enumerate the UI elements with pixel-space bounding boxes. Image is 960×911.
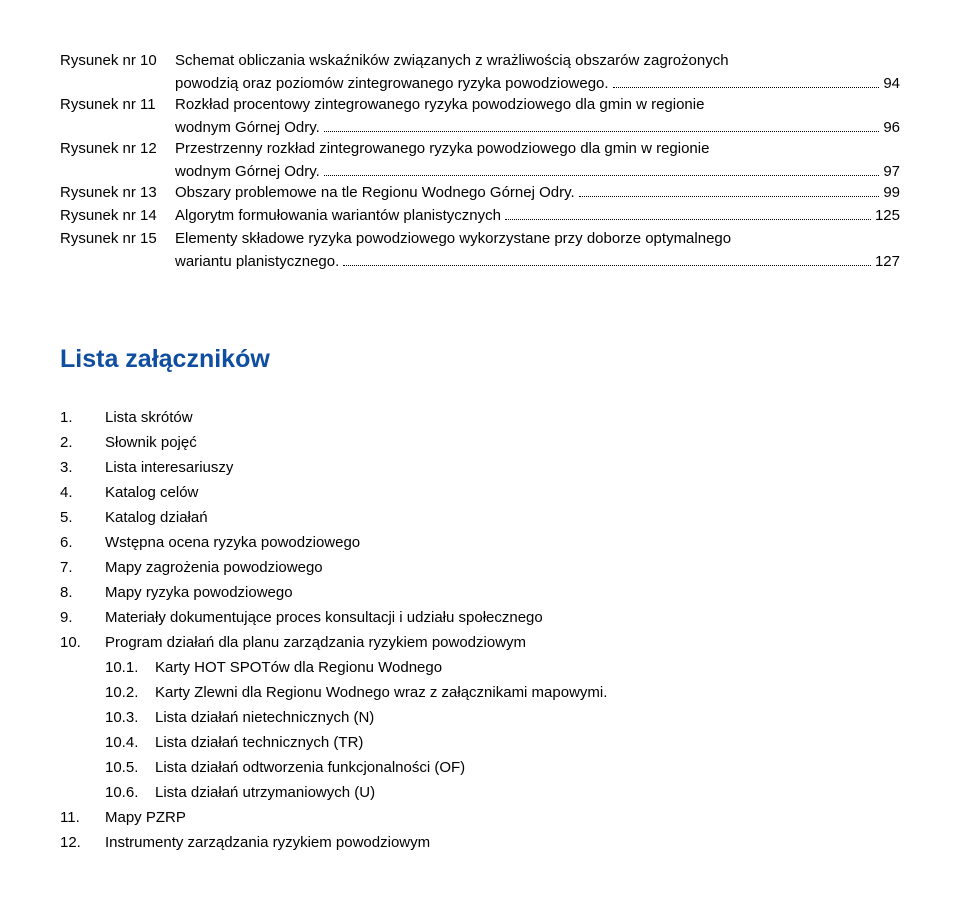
attachments-list: 1.Lista skrótów2.Słownik pojęć3.Lista in… bbox=[60, 407, 900, 853]
attachment-number: 5. bbox=[60, 507, 105, 528]
attachment-item: 3.Lista interesariuszy bbox=[60, 457, 900, 478]
figure-text-line1: Algorytm formułowania wariantów planisty… bbox=[175, 205, 501, 226]
attachment-text: Lista interesariuszy bbox=[105, 457, 233, 478]
figure-page: 125 bbox=[875, 205, 900, 226]
leader-dots bbox=[324, 131, 880, 132]
attachment-number: 2. bbox=[60, 432, 105, 453]
attachment-sub-number: 10.5. bbox=[105, 757, 155, 778]
figure-entry-cont: wariantu planistycznego. 127 bbox=[175, 251, 900, 272]
attachment-item: 9.Materiały dokumentujące proces konsult… bbox=[60, 607, 900, 628]
attachment-item: 1.Lista skrótów bbox=[60, 407, 900, 428]
figure-page: 97 bbox=[883, 161, 900, 182]
attachment-text: Wstępna ocena ryzyka powodziowego bbox=[105, 532, 360, 553]
figure-entry-cont: wodnym Górnej Odry. 96 bbox=[175, 117, 900, 138]
attachment-text: Katalog działań bbox=[105, 507, 208, 528]
figure-page: 127 bbox=[875, 251, 900, 272]
attachment-text: Program działań dla planu zarządzania ry… bbox=[105, 632, 526, 653]
attachment-text: Lista skrótów bbox=[105, 407, 193, 428]
attachment-sub-text: Karty Zlewni dla Regionu Wodnego wraz z … bbox=[155, 682, 607, 703]
attachment-subitem: 10.2.Karty Zlewni dla Regionu Wodnego wr… bbox=[105, 682, 900, 703]
attachment-item: 11.Mapy PZRP bbox=[60, 807, 900, 828]
attachment-item: 7.Mapy zagrożenia powodziowego bbox=[60, 557, 900, 578]
figure-page: 96 bbox=[883, 117, 900, 138]
attachment-text: Katalog celów bbox=[105, 482, 198, 503]
figure-entry: Rysunek nr 14Algorytm formułowania waria… bbox=[60, 205, 900, 226]
attachment-number: 7. bbox=[60, 557, 105, 578]
attachment-subitem: 10.4.Lista działań technicznych (TR) bbox=[105, 732, 900, 753]
figure-text-line2: wodnym Górnej Odry. bbox=[175, 117, 320, 138]
figure-text-line1: Schemat obliczania wskaźników związanych… bbox=[175, 50, 900, 71]
figure-label: Rysunek nr 14 bbox=[60, 205, 175, 226]
attachment-text: Mapy zagrożenia powodziowego bbox=[105, 557, 323, 578]
figure-text-line1: Przestrzenny rozkład zintegrowanego ryzy… bbox=[175, 138, 900, 159]
leader-dots bbox=[343, 265, 871, 266]
figure-entry: Rysunek nr 12Przestrzenny rozkład zinteg… bbox=[60, 138, 900, 159]
leader-dots bbox=[505, 219, 871, 220]
leader-dots bbox=[324, 175, 880, 176]
figure-page: 99 bbox=[883, 182, 900, 203]
figure-entry-cont: wodnym Górnej Odry. 97 bbox=[175, 161, 900, 182]
attachment-number: 8. bbox=[60, 582, 105, 603]
attachment-sub-number: 10.6. bbox=[105, 782, 155, 803]
attachment-text: Mapy PZRP bbox=[105, 807, 186, 828]
figure-entry: Rysunek nr 11Rozkład procentowy zintegro… bbox=[60, 94, 900, 115]
attachments-heading: Lista załączników bbox=[60, 342, 900, 377]
figure-text-line2: powodzią oraz poziomów zintegrowanego ry… bbox=[175, 73, 609, 94]
attachment-sub-number: 10.3. bbox=[105, 707, 155, 728]
leader-dots bbox=[579, 196, 880, 197]
figure-label: Rysunek nr 10 bbox=[60, 50, 175, 71]
attachment-number: 4. bbox=[60, 482, 105, 503]
attachment-number: 10. bbox=[60, 632, 105, 653]
attachment-item: 8.Mapy ryzyka powodziowego bbox=[60, 582, 900, 603]
leader-dots bbox=[613, 87, 880, 88]
attachment-item: 4.Katalog celów bbox=[60, 482, 900, 503]
attachment-sub-text: Lista działań utrzymaniowych (U) bbox=[155, 782, 375, 803]
figure-text-line2: wariantu planistycznego. bbox=[175, 251, 339, 272]
attachment-item: 6.Wstępna ocena ryzyka powodziowego bbox=[60, 532, 900, 553]
attachment-number: 12. bbox=[60, 832, 105, 853]
attachment-number: 11. bbox=[60, 807, 105, 828]
figure-label: Rysunek nr 11 bbox=[60, 94, 175, 115]
attachment-item: 2.Słownik pojęć bbox=[60, 432, 900, 453]
attachment-subitem: 10.3.Lista działań nietechnicznych (N) bbox=[105, 707, 900, 728]
figure-entry: Rysunek nr 10Schemat obliczania wskaźnik… bbox=[60, 50, 900, 71]
attachment-subitem: 10.6.Lista działań utrzymaniowych (U) bbox=[105, 782, 900, 803]
figure-entry-cont: powodzią oraz poziomów zintegrowanego ry… bbox=[175, 73, 900, 94]
attachment-text: Słownik pojęć bbox=[105, 432, 197, 453]
attachment-sub-number: 10.2. bbox=[105, 682, 155, 703]
figure-entry: Rysunek nr 15Elementy składowe ryzyka po… bbox=[60, 228, 900, 249]
figure-text-line2: wodnym Górnej Odry. bbox=[175, 161, 320, 182]
attachment-sub-text: Lista działań odtworzenia funkcjonalnośc… bbox=[155, 757, 465, 778]
attachment-text: Materiały dokumentujące proces konsultac… bbox=[105, 607, 543, 628]
attachment-item: 5.Katalog działań bbox=[60, 507, 900, 528]
list-of-figures: Rysunek nr 10Schemat obliczania wskaźnik… bbox=[60, 50, 900, 272]
attachment-sub-text: Lista działań technicznych (TR) bbox=[155, 732, 363, 753]
figure-label: Rysunek nr 15 bbox=[60, 228, 175, 249]
attachment-subitem: 10.5.Lista działań odtworzenia funkcjona… bbox=[105, 757, 900, 778]
attachment-sub-text: Lista działań nietechnicznych (N) bbox=[155, 707, 374, 728]
attachment-sub-text: Karty HOT SPOTów dla Regionu Wodnego bbox=[155, 657, 442, 678]
attachment-number: 6. bbox=[60, 532, 105, 553]
attachment-number: 3. bbox=[60, 457, 105, 478]
figure-page: 94 bbox=[883, 73, 900, 94]
figure-text-line1: Obszary problemowe na tle Regionu Wodneg… bbox=[175, 182, 575, 203]
attachment-text: Instrumenty zarządzania ryzykiem powodzi… bbox=[105, 832, 430, 853]
attachment-item: 12.Instrumenty zarządzania ryzykiem powo… bbox=[60, 832, 900, 853]
figure-label: Rysunek nr 12 bbox=[60, 138, 175, 159]
attachment-text: Mapy ryzyka powodziowego bbox=[105, 582, 293, 603]
figure-text-line1: Rozkład procentowy zintegrowanego ryzyka… bbox=[175, 94, 900, 115]
figure-entry: Rysunek nr 13Obszary problemowe na tle R… bbox=[60, 182, 900, 203]
attachment-subitem: 10.1.Karty HOT SPOTów dla Regionu Wodneg… bbox=[105, 657, 900, 678]
attachment-number: 9. bbox=[60, 607, 105, 628]
attachment-sub-number: 10.4. bbox=[105, 732, 155, 753]
attachment-sub-number: 10.1. bbox=[105, 657, 155, 678]
figure-text-line1: Elementy składowe ryzyka powodziowego wy… bbox=[175, 228, 900, 249]
figure-label: Rysunek nr 13 bbox=[60, 182, 175, 203]
attachment-number: 1. bbox=[60, 407, 105, 428]
attachment-item: 10.Program działań dla planu zarządzania… bbox=[60, 632, 900, 653]
